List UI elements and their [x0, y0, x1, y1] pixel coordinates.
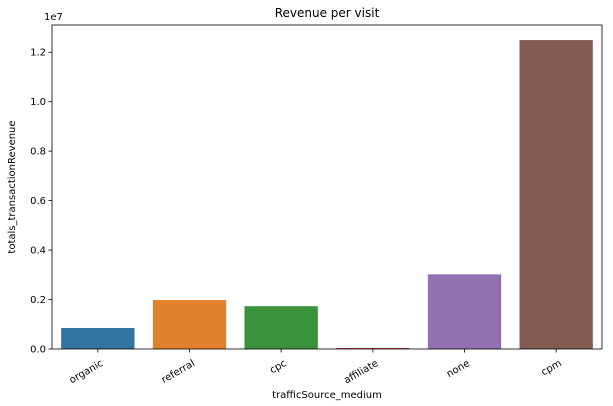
bar-referral	[153, 300, 226, 349]
y-tick-label-1: 0.2	[30, 295, 46, 306]
bar-cpm	[520, 40, 593, 349]
y-tick-label-6: 1.2	[30, 48, 46, 59]
x-tick-label-none: none	[445, 358, 472, 380]
y-tick-label-2: 0.4	[30, 246, 46, 257]
y-tick-label-3: 0.6	[30, 196, 46, 207]
bar-cpc	[245, 306, 318, 349]
y-tick-label-0: 0.0	[30, 345, 46, 356]
x-tick-label-cpm: cpm	[539, 358, 563, 378]
y-axis-label: totals_transactionRevenue	[7, 120, 18, 253]
y-axis: 0.0 0.2 0.4 0.6 0.8 1.0 1.2	[30, 48, 52, 356]
bars-layer	[61, 40, 593, 349]
x-axis-label: trafficSource_medium	[272, 390, 382, 401]
y-tick-label-5: 1.0	[30, 97, 46, 108]
y-tick-label-4: 0.8	[30, 147, 46, 158]
y-offset-text: 1e7	[44, 12, 63, 23]
bar-none	[428, 274, 501, 349]
x-tick-label-affiliate: affiliate	[342, 358, 380, 386]
x-tick-label-referral: referral	[160, 358, 197, 386]
x-tick-label-cpc: cpc	[268, 358, 289, 376]
x-tick-label-organic: organic	[68, 358, 106, 386]
x-axis: organic referral cpc affiliate none cpm	[68, 349, 564, 386]
chart-title: Revenue per visit	[275, 6, 380, 20]
bar-organic	[61, 328, 134, 349]
